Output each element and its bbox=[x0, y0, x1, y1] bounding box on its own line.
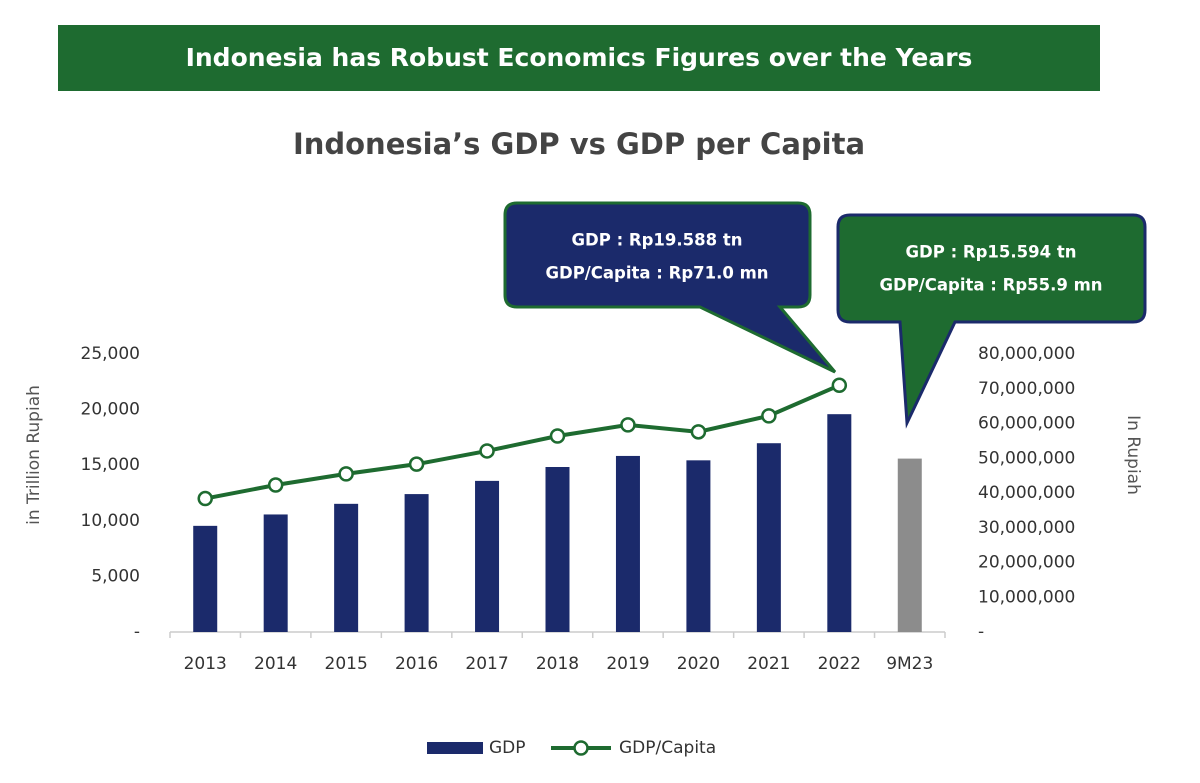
x-tick-label: 2020 bbox=[677, 654, 720, 674]
x-tick-label: 2015 bbox=[325, 654, 368, 674]
line-point bbox=[197, 490, 213, 507]
y-tick-label: 15,000 bbox=[81, 455, 140, 475]
y2-tick-label: 30,000,000 bbox=[978, 518, 1075, 538]
y2-axis-label: In Rupiah bbox=[1123, 415, 1143, 495]
line-point bbox=[408, 456, 425, 472]
y-tick-label: 10,000 bbox=[81, 511, 140, 531]
x-tick-label: 2021 bbox=[747, 654, 790, 674]
bar bbox=[545, 467, 570, 632]
y-tick-label: 25,000 bbox=[81, 344, 140, 364]
callout-box bbox=[503, 201, 837, 374]
bar bbox=[827, 414, 852, 632]
y2-tick-label: 70,000,000 bbox=[978, 379, 1075, 399]
bar bbox=[686, 460, 711, 632]
y2-tick-label: 20,000,000 bbox=[978, 553, 1075, 573]
banner-title: Indonesia has Robust Economics Figures o… bbox=[186, 43, 973, 72]
bar bbox=[404, 494, 429, 632]
legend-label: GDP bbox=[489, 738, 526, 758]
bar bbox=[263, 514, 288, 632]
y-tick-label: 20,000 bbox=[81, 400, 140, 420]
y2-tick-label: 50,000,000 bbox=[978, 448, 1075, 468]
y2-tick-label: - bbox=[978, 622, 984, 642]
legend-marker bbox=[573, 740, 589, 756]
y2-tick-label: 60,000,000 bbox=[978, 414, 1075, 434]
line-point bbox=[479, 443, 495, 459]
callout-box bbox=[836, 213, 1147, 429]
legend-label: GDP/Capita bbox=[619, 738, 716, 758]
callout-text: GDP/Capita : Rp71.0 mn bbox=[545, 264, 768, 283]
line-point bbox=[690, 424, 707, 440]
line-point bbox=[338, 466, 354, 482]
x-tick-label: 2017 bbox=[465, 654, 508, 674]
legend-swatch bbox=[427, 742, 483, 754]
x-tick-label: 2014 bbox=[254, 654, 297, 674]
y2-tick-label: 80,000,000 bbox=[978, 344, 1075, 364]
bar bbox=[615, 455, 640, 632]
y2-tick-label: 10,000,000 bbox=[978, 587, 1075, 607]
line-point bbox=[620, 417, 636, 433]
line-point bbox=[267, 477, 284, 493]
bar bbox=[475, 480, 500, 632]
callout-text: GDP : Rp15.594 tn bbox=[906, 243, 1077, 262]
x-tick-label: 2022 bbox=[818, 654, 861, 674]
chart-title: Indonesia’s GDP vs GDP per Capita bbox=[293, 127, 865, 161]
line-point bbox=[549, 428, 566, 444]
line-point bbox=[761, 408, 777, 424]
y2-tick-label: 40,000,000 bbox=[978, 483, 1075, 503]
banner-background bbox=[58, 25, 1100, 91]
bar bbox=[334, 503, 359, 632]
callout-text: GDP : Rp19.588 tn bbox=[572, 231, 743, 250]
bar bbox=[897, 458, 922, 632]
line bbox=[204, 383, 841, 501]
y-tick-label: - bbox=[134, 622, 140, 642]
x-tick-label: 9M23 bbox=[886, 654, 933, 674]
y-tick-label: 5,000 bbox=[91, 566, 140, 586]
y-axis-label: in Trillion Rupiah bbox=[24, 385, 44, 525]
x-tick-label: 2013 bbox=[184, 654, 227, 674]
bar bbox=[193, 525, 218, 632]
line-point bbox=[831, 377, 848, 394]
callout-text: GDP/Capita : Rp55.9 mn bbox=[879, 276, 1102, 295]
x-tick-label: 2018 bbox=[536, 654, 579, 674]
x-tick-label: 2019 bbox=[606, 654, 649, 674]
bar bbox=[756, 443, 781, 632]
x-tick-label: 2016 bbox=[395, 654, 438, 674]
